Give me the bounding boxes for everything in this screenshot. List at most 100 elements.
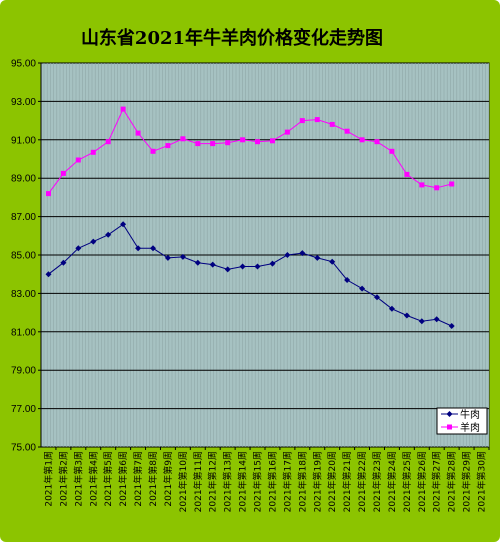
y-tick-label: 91.00 xyxy=(11,135,36,146)
data-point xyxy=(284,252,291,258)
horizontal-grid xyxy=(41,100,489,410)
data-point xyxy=(180,136,186,142)
y-tick-label: 93.00 xyxy=(11,97,36,108)
x-tick-label: 2021年第1周 xyxy=(43,451,55,507)
data-point xyxy=(374,139,380,145)
data-point xyxy=(389,148,395,154)
y-tick-label: 75.00 xyxy=(11,443,36,454)
data-point xyxy=(224,266,231,273)
data-point xyxy=(194,259,201,266)
data-point xyxy=(210,141,216,147)
x-tick-label: 2021年第3周 xyxy=(72,451,84,507)
x-tick-label: 2021年第14周 xyxy=(237,451,249,512)
data-point xyxy=(329,258,336,265)
x-tick-label: 2021年第12周 xyxy=(207,451,219,512)
x-tick-label: 2021年第30周 xyxy=(476,451,488,512)
series-line-0 xyxy=(48,223,452,327)
y-tick-label: 79.00 xyxy=(11,366,36,377)
data-point xyxy=(135,130,141,136)
x-tick-label: 2021年第26周 xyxy=(416,451,428,512)
x-tick-label: 2021年第29周 xyxy=(461,451,473,512)
data-point xyxy=(179,253,186,260)
data-point xyxy=(105,231,112,238)
x-tick-label: 2021年第25周 xyxy=(401,451,413,512)
data-point xyxy=(120,106,126,112)
x-tick-label: 2021年第21周 xyxy=(341,451,353,512)
legend-label-mutton: 羊肉 xyxy=(460,421,480,434)
y-tick-label: 87.00 xyxy=(11,212,36,223)
chart-title: 山东省2021年牛羊肉价格变化走势图 xyxy=(81,27,383,49)
data-point xyxy=(90,238,97,245)
data-point xyxy=(45,271,52,278)
x-axis-ticks: 2021年第1周 2021年第2周 2021年第3周 2021年第4周 2021年第5周… xyxy=(43,447,490,512)
x-tick-label: 2021年第5周 xyxy=(102,451,114,507)
data-point xyxy=(105,139,111,145)
data-point xyxy=(359,285,366,292)
x-tick-label: 2021年第22周 xyxy=(356,451,368,512)
series-line-1 xyxy=(48,108,452,194)
data-point xyxy=(60,259,67,266)
x-tick-label: 2021年第19周 xyxy=(311,451,323,512)
data-point xyxy=(419,182,425,188)
x-tick-label: 2021年第18周 xyxy=(296,451,308,512)
data-point xyxy=(240,137,246,143)
x-tick-label: 2021年第7周 xyxy=(132,451,144,507)
y-tick-label: 89.00 xyxy=(11,174,36,185)
data-point xyxy=(404,171,410,177)
legend-box xyxy=(436,407,488,435)
legend-label-beef: 牛肉 xyxy=(460,408,480,421)
x-tick-label: 2021年第16周 xyxy=(267,451,279,512)
legend-marker-beef xyxy=(446,411,453,417)
data-point xyxy=(209,261,216,268)
x-tick-label: 2021年第28周 xyxy=(446,451,458,512)
data-point xyxy=(329,121,335,127)
data-point xyxy=(299,118,305,124)
x-tick-label: 2021年第11周 xyxy=(192,451,204,512)
data-point xyxy=(254,263,261,270)
data-point xyxy=(75,157,81,163)
data-point xyxy=(299,250,306,257)
legend-marker-mutton xyxy=(447,424,452,430)
data-point xyxy=(374,294,380,301)
data-point xyxy=(269,260,276,267)
data-point xyxy=(150,148,156,154)
x-tick-label: 2021年第20周 xyxy=(326,451,338,512)
legend: 牛肉 羊肉 xyxy=(436,407,488,435)
y-tick-label: 95.00 xyxy=(11,59,36,70)
series-layer xyxy=(45,106,455,329)
x-tick-label: 2021年第24周 xyxy=(386,451,398,512)
y-tick-label: 85.00 xyxy=(11,251,36,262)
data-point xyxy=(150,245,156,252)
x-tick-label: 2021年第2周 xyxy=(57,451,69,507)
x-tick-label: 2021年第4周 xyxy=(87,451,99,507)
x-tick-label: 2021年第9周 xyxy=(162,451,174,507)
data-point xyxy=(164,254,171,261)
data-point xyxy=(344,128,350,134)
data-point xyxy=(60,170,66,176)
y-axis-ticks: 75.00 77.00 79.00 81.00 83.00 85.00 87.00 89.00… xyxy=(11,59,41,454)
data-point xyxy=(344,277,351,283)
data-point xyxy=(448,323,455,329)
x-tick-label: 2021年第10周 xyxy=(177,451,189,512)
data-point xyxy=(239,263,246,270)
x-tick-label: 2021年第15周 xyxy=(252,451,264,512)
data-point xyxy=(284,129,290,135)
x-tick-label: 2021年第8周 xyxy=(147,451,159,507)
data-point xyxy=(255,139,260,145)
data-point xyxy=(449,181,455,187)
data-point xyxy=(120,221,127,228)
data-point xyxy=(46,191,51,197)
data-point xyxy=(135,245,142,252)
x-tick-label: 2021年第13周 xyxy=(222,451,234,512)
y-tick-label: 77.00 xyxy=(11,404,36,415)
data-point xyxy=(434,185,440,191)
data-point xyxy=(314,117,320,123)
data-point xyxy=(433,316,440,323)
data-point xyxy=(418,318,425,325)
x-tick-label: 2021年第17周 xyxy=(281,451,293,512)
data-point xyxy=(195,141,201,147)
data-point xyxy=(403,312,410,319)
data-point xyxy=(90,149,96,155)
